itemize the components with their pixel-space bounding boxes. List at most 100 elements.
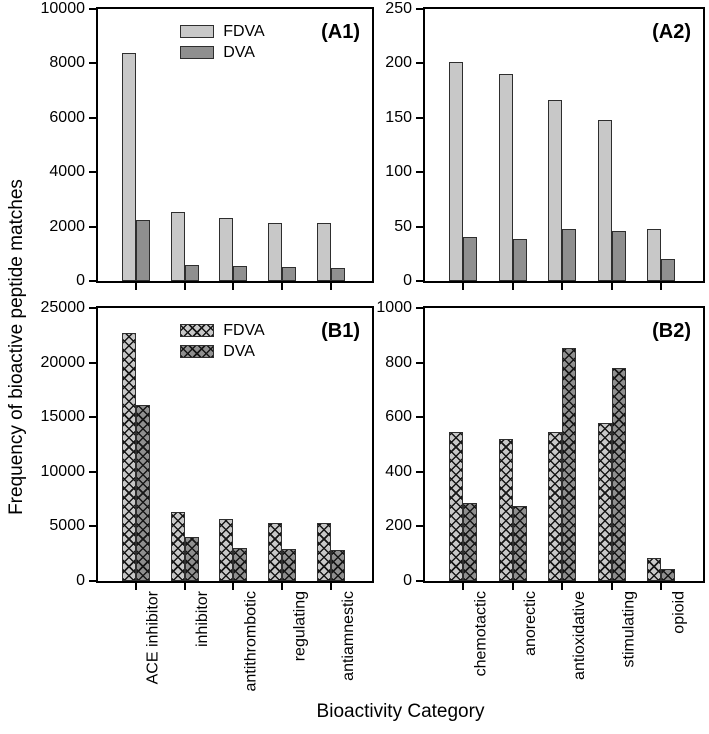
y-tick-label: 100 bbox=[385, 163, 412, 181]
legend-item-fdva: FDVA bbox=[180, 322, 265, 339]
x-tick bbox=[183, 283, 186, 290]
legend-label-dva: DVA bbox=[223, 44, 255, 61]
legend-label-fdva: FDVA bbox=[223, 23, 265, 40]
y-tick-label: 10000 bbox=[40, 0, 86, 17]
x-tick bbox=[610, 583, 613, 590]
bar-a1-fdva-regulating bbox=[268, 223, 283, 281]
bar-b1-fdva-antithrombotic bbox=[219, 519, 234, 581]
legend: FDVA DVA bbox=[180, 322, 265, 364]
bar-a2-dva-chemotactic bbox=[463, 237, 478, 281]
x-tick bbox=[660, 283, 663, 290]
y-tick-label: 800 bbox=[385, 353, 412, 371]
panel-A1: 0 2000 4000 6000 8000 10000 FDVA DVA (A1) bbox=[41, 0, 374, 290]
x-tick bbox=[462, 283, 465, 290]
x-tick bbox=[660, 583, 663, 590]
y-tick-label: 0 bbox=[76, 272, 85, 289]
legend-label-dva: DVA bbox=[223, 343, 255, 360]
y-tick bbox=[89, 416, 96, 419]
y-tick-label: 25000 bbox=[40, 299, 86, 316]
bar-b1-fdva-inhibitor bbox=[170, 512, 185, 581]
bar-a2-dva-opioid bbox=[661, 259, 676, 281]
y-tick bbox=[416, 361, 423, 364]
bar-b2-fdva-antioxidative bbox=[548, 432, 563, 581]
y-tick bbox=[416, 580, 423, 582]
y-tick-label: 20000 bbox=[40, 353, 86, 371]
x-tick bbox=[511, 283, 514, 290]
y-tick bbox=[416, 525, 423, 528]
y-tick bbox=[416, 470, 423, 473]
y-tick bbox=[416, 225, 423, 228]
x-category-label-opioid: opioid bbox=[670, 591, 688, 634]
x-category-label-stimulating: stimulating bbox=[620, 591, 638, 668]
y-tick-label: 250 bbox=[385, 0, 412, 17]
y-tick-label: 0 bbox=[403, 272, 412, 289]
y-tick-label: 150 bbox=[385, 108, 412, 126]
y-tick-label: 400 bbox=[385, 462, 412, 480]
bar-b2-dva-opioid bbox=[661, 569, 676, 581]
bar-a2-fdva-antioxidative bbox=[548, 100, 563, 281]
bar-b2-fdva-stimulating bbox=[597, 423, 612, 581]
bar-a1-fdva-antithrombotic bbox=[219, 218, 234, 281]
panel-label-b2: (B2) bbox=[652, 320, 691, 342]
panel-label-a2: (A2) bbox=[652, 21, 691, 43]
y-tick-label: 15000 bbox=[40, 408, 86, 426]
bar-a1-fdva-inhibitor bbox=[170, 212, 185, 281]
x-category-label-regulating: regulating bbox=[291, 591, 309, 662]
bar-a2-dva-anorectic bbox=[512, 239, 527, 281]
bar-b2-dva-anorectic bbox=[512, 506, 527, 581]
y-tick-label: 50 bbox=[394, 217, 412, 235]
legend: FDVA DVA bbox=[180, 23, 265, 65]
x-category-label-anorectic: anorectic bbox=[521, 591, 539, 656]
y-tick bbox=[416, 416, 423, 419]
x-tick bbox=[561, 283, 564, 290]
bar-b1-dva-antiamnestic bbox=[331, 550, 346, 581]
bar-b2-fdva-opioid bbox=[647, 558, 662, 581]
y-tick bbox=[89, 280, 96, 282]
y-tick bbox=[89, 525, 96, 528]
x-tick bbox=[462, 583, 465, 590]
bar-a1-fdva-antiamnestic bbox=[317, 223, 332, 281]
x-tick bbox=[330, 583, 333, 590]
panel-B2: 0 200 400 600 800 1000 chemotactic anorectic ant… bbox=[376, 299, 705, 680]
y-tick bbox=[416, 171, 423, 174]
panel-label-a1: (A1) bbox=[321, 21, 360, 43]
x-category-label-ace-inhibitor: ACE inhibitor bbox=[144, 591, 162, 685]
y-tick-label: 4000 bbox=[49, 163, 85, 181]
y-tick-label: 200 bbox=[385, 517, 412, 535]
bar-a2-dva-stimulating bbox=[611, 231, 626, 281]
x-category-label-antithrombotic: antithrombotic bbox=[242, 591, 260, 692]
bar-b1-dva-antithrombotic bbox=[233, 548, 248, 581]
bar-a1-dva-antiamnestic bbox=[331, 268, 346, 281]
x-category-label-chemotactic: chemotactic bbox=[472, 591, 490, 677]
x-tick bbox=[281, 583, 284, 590]
x-tick bbox=[134, 283, 137, 290]
bar-b1-dva-ace-inhibitor bbox=[135, 405, 150, 581]
y-tick-label: 6000 bbox=[49, 108, 85, 126]
legend-swatch-dva-icon bbox=[180, 46, 215, 59]
bar-a2-fdva-stimulating bbox=[597, 120, 612, 281]
y-tick bbox=[416, 116, 423, 119]
y-tick bbox=[89, 307, 96, 309]
y-tick-label: 1000 bbox=[376, 299, 412, 316]
x-tick bbox=[610, 283, 613, 290]
x-tick bbox=[232, 583, 235, 590]
panel-label-b1: (B1) bbox=[321, 320, 360, 342]
x-category-label-antioxidative: antioxidative bbox=[571, 591, 589, 680]
bar-b1-fdva-regulating bbox=[268, 523, 283, 581]
x-tick bbox=[183, 583, 186, 590]
bar-b2-dva-chemotactic bbox=[463, 503, 478, 581]
bar-a2-dva-antioxidative bbox=[562, 229, 577, 281]
x-tick bbox=[511, 583, 514, 590]
legend-item-dva: DVA bbox=[180, 343, 264, 360]
legend-swatch-fdva-icon bbox=[180, 324, 215, 337]
legend-label-fdva: FDVA bbox=[223, 322, 265, 339]
x-category-label-antiamnestic: antiamnestic bbox=[340, 591, 358, 681]
bar-a1-dva-ace-inhibitor bbox=[135, 220, 150, 281]
y-tick bbox=[89, 8, 96, 10]
x-tick bbox=[232, 283, 235, 290]
y-tick-label: 0 bbox=[76, 572, 85, 589]
bar-b1-dva-regulating bbox=[282, 549, 297, 581]
y-tick bbox=[89, 580, 96, 582]
x-tick bbox=[281, 283, 284, 290]
